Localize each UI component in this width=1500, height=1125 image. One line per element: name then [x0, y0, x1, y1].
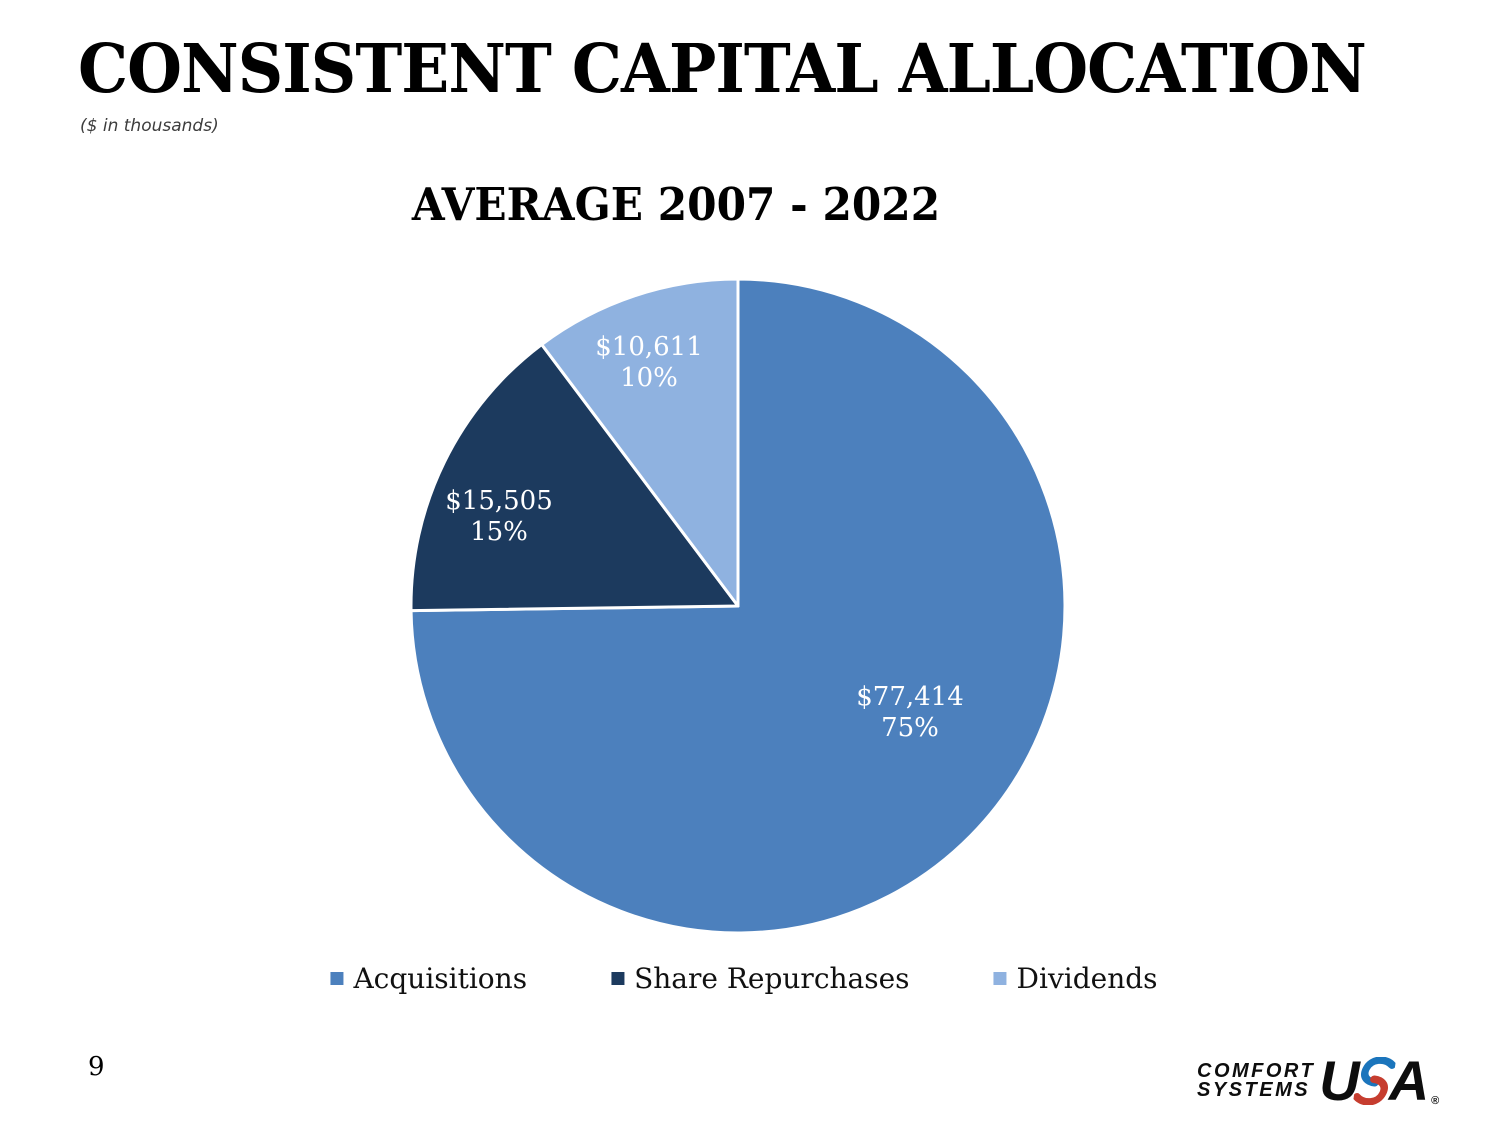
legend-swatch-acquisitions — [330, 972, 344, 985]
company-logo-usa: U A ® — [1319, 1053, 1439, 1109]
legend-label-share-repurchases: Share Repurchases — [634, 962, 910, 995]
legend-label-acquisitions: Acquisitions — [353, 962, 528, 995]
page-number: 9 — [88, 1052, 105, 1082]
company-logo: COMFORT SYSTEMS U A ® — [1197, 1053, 1439, 1109]
usa-s-swoosh-icon — [1352, 1057, 1396, 1105]
logo-line-comfort: COMFORT — [1197, 1060, 1316, 1082]
legend-item-acquisitions: Acquisitions — [330, 962, 527, 995]
legend-item-share-repurchases: Share Repurchases — [611, 962, 910, 995]
logo-line-systems: SYSTEMS — [1197, 1079, 1311, 1101]
pie-slice-share-repurchases — [409, 342, 740, 613]
logo-registered-mark: ® — [1431, 1095, 1440, 1107]
swoosh-red-path — [1352, 1075, 1388, 1105]
legend-label-dividends: Dividends — [1016, 962, 1158, 995]
pie-slice-dividends — [540, 277, 740, 608]
legend-swatch-dividends — [993, 972, 1007, 985]
swoosh-blue-path — [1360, 1057, 1396, 1087]
legend-swatch-share-repurchases — [611, 972, 625, 985]
chart-title: AVERAGE 2007 - 2022 — [411, 178, 941, 231]
slide-title: CONSISTENT CAPITAL ALLOCATION — [78, 29, 1448, 108]
slide-subtitle: ($ in thousands) — [80, 116, 219, 136]
logo-letter-a: A — [1388, 1049, 1430, 1112]
chart-legend: Acquisitions Share Repurchases Dividends — [330, 962, 1158, 995]
logo-letter-u: U — [1319, 1049, 1360, 1112]
company-logo-wordmark: COMFORT SYSTEMS — [1197, 1060, 1316, 1101]
slide-title-text: CONSISTENT CAPITAL ALLOCATION — [78, 29, 1367, 108]
pie-chart-svg — [409, 277, 1067, 935]
legend-item-dividends: Dividends — [993, 962, 1158, 995]
